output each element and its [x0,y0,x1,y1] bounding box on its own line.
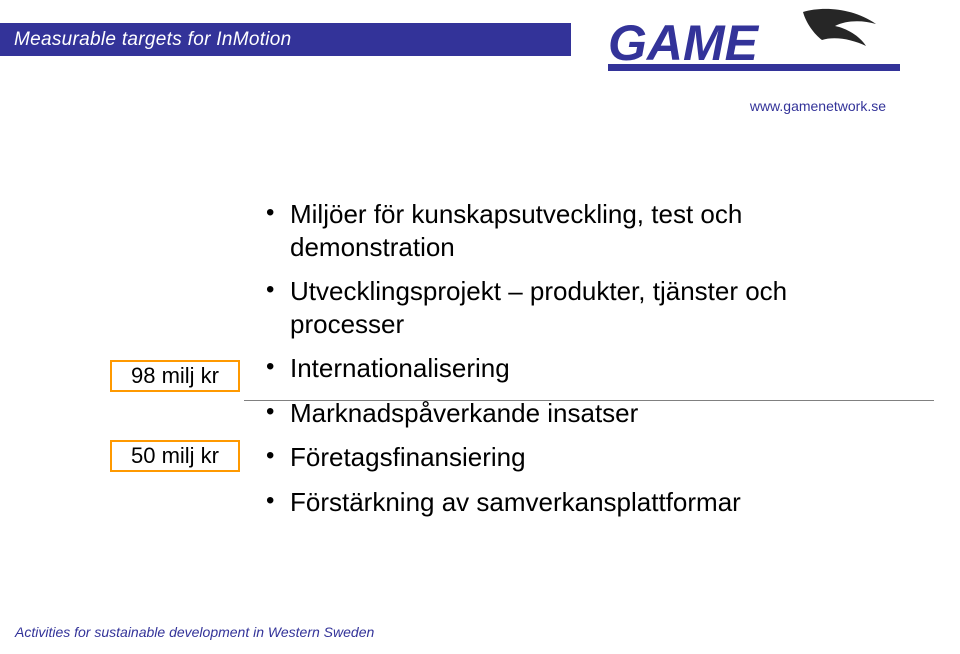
list-item: Utvecklingsprojekt – produkter, tjänster… [266,275,906,340]
title-bar: Measurable targets for InMotion [0,23,571,56]
list-item: Miljöer för kunskapsutveckling, test och… [266,198,906,263]
badge-50: 50 milj kr [110,440,240,472]
badge-98-label: 98 milj kr [131,363,219,389]
badge-50-label: 50 milj kr [131,443,219,469]
slide-title: Measurable targets for InMotion [14,29,292,51]
footer-text: Activities for sustainable development i… [15,624,374,640]
list-item: Internationalisering [266,352,906,385]
bird-icon [803,9,876,46]
svg-text:GAME: GAME [608,15,760,71]
logo: GAME [608,6,902,82]
list-item: Marknadspåverkande insatser [266,397,906,430]
badge-98: 98 milj kr [110,360,240,392]
list-item: Företagsfinansiering [266,441,906,474]
list-item: Förstärkning av samverkansplattformar [266,486,906,519]
bullet-list: Miljöer för kunskapsutveckling, test och… [266,198,906,530]
url-text: www.gamenetwork.se [750,98,886,114]
divider-line [244,400,934,401]
slide: Measurable targets for InMotion GAME www… [0,0,960,654]
